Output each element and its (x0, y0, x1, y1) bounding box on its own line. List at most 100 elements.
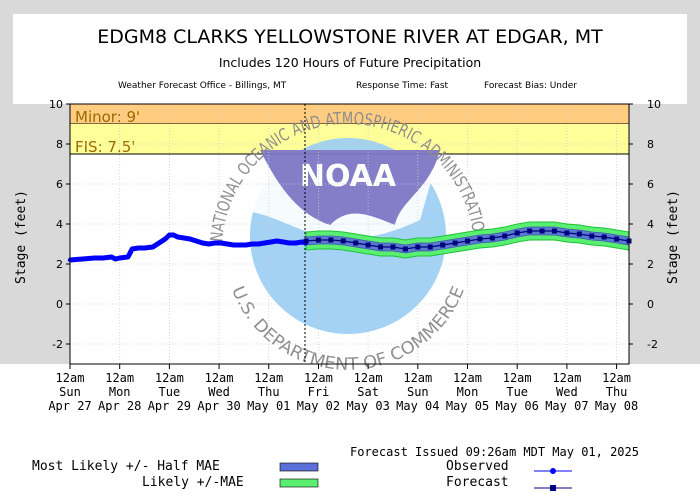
header-panel (13, 14, 687, 104)
x-tick-label: Thu (606, 385, 628, 399)
observed-point (212, 240, 218, 246)
x-tick-label: 12am (105, 371, 134, 385)
observed-point (287, 240, 292, 246)
x-tick-label: Fri (308, 385, 330, 399)
forecast-issued: Forecast Issued 09:26am MDT May 01, 2025 (350, 445, 639, 459)
y-tick-label-left: 2 (56, 258, 63, 271)
observed-point (117, 255, 122, 261)
chart-subtitle: Includes 120 Hours of Future Precipitati… (218, 55, 482, 70)
y-axis-label-right: Stage (feet) (666, 190, 681, 284)
observed-point (100, 255, 106, 261)
x-tick-label: 12am (304, 371, 333, 385)
forecast-point (477, 236, 483, 242)
observed-point (163, 236, 168, 242)
forecast-point (514, 230, 520, 236)
forecast-point (328, 237, 334, 243)
forecast-point (415, 244, 421, 250)
observed-point (181, 235, 187, 241)
y-tick-label-right: 8 (647, 138, 654, 151)
forecast-point (315, 237, 321, 243)
observed-point (237, 242, 242, 248)
x-tick-label: May 06 (496, 399, 539, 413)
x-tick-label: May 08 (595, 399, 638, 413)
x-tick-label: Apr 27 (48, 399, 91, 413)
observed-point (80, 256, 85, 262)
forecast-point (614, 236, 620, 242)
x-tick-label: Wed (556, 385, 578, 399)
forecast-point (527, 228, 533, 234)
x-tick-label: 12am (453, 371, 482, 385)
observed-point (249, 241, 255, 247)
x-tick-label: 12am (552, 371, 581, 385)
y-tick-label-left: 4 (56, 218, 63, 231)
legend-label-likely: Likely +/-MAE (142, 475, 244, 490)
x-tick-label: 12am (254, 371, 283, 385)
forecast-point (564, 230, 570, 236)
x-tick-label: 12am (602, 371, 631, 385)
legend-label-forecast: Forecast (446, 475, 509, 490)
forecast-point (465, 238, 471, 244)
legend-swatch-most-likely (279, 462, 319, 472)
x-tick-label: 12am (56, 371, 85, 385)
x-tick-label: May 03 (346, 399, 389, 413)
observed-point (194, 238, 199, 244)
legend-swatch-likely (279, 478, 319, 488)
y-tick-label-right: 2 (647, 258, 654, 271)
forecast-point (551, 228, 557, 234)
footer-panel (0, 364, 700, 500)
y-tick-label-right: 4 (647, 218, 654, 231)
x-tick-label: Sat (357, 385, 379, 399)
x-tick-label: 12am (354, 371, 383, 385)
x-tick-label: Mon (109, 385, 131, 399)
observed-point (167, 232, 172, 238)
forecast-point (502, 233, 508, 239)
y-tick-label-right: 0 (647, 298, 654, 311)
observed-point (268, 239, 274, 245)
plot-border (69, 103, 630, 365)
x-tick-label: Sun (59, 385, 81, 399)
forecast-point (390, 244, 396, 250)
x-tick-label: Apr 30 (197, 399, 240, 413)
x-tick-label: May 02 (297, 399, 340, 413)
x-tick-label: Tue (506, 385, 528, 399)
forecast-point (440, 242, 446, 248)
observed-point (125, 254, 131, 260)
noaa-logo-text: NOAA (300, 159, 397, 194)
observed-point (243, 242, 249, 248)
y-tick-label-left: -2 (52, 338, 63, 351)
observed-point (200, 240, 205, 246)
y-tick-label-left: 6 (56, 178, 63, 191)
x-tick-label: 12am (205, 371, 234, 385)
observed-point (109, 254, 114, 260)
legend-label-observed: Observed (446, 459, 509, 474)
x-tick-label: May 04 (396, 399, 439, 413)
forecast-office: Weather Forecast Office - Billings, MT (118, 81, 287, 91)
x-tick-label: Wed (208, 385, 230, 399)
observed-point (142, 245, 147, 251)
observed-point (129, 246, 135, 252)
observed-point (171, 232, 176, 238)
y-tick-label-right: 10 (647, 98, 661, 111)
observed-point (156, 240, 162, 246)
observed-point (175, 234, 180, 240)
threshold-label: Minor: 9' (75, 108, 140, 126)
forecast-point (378, 244, 384, 250)
forecast-point (539, 228, 545, 234)
forecast-point (365, 242, 371, 248)
observed-point (274, 238, 280, 244)
observed-point (92, 255, 98, 261)
x-tick-label: Thu (258, 385, 280, 399)
observed-point (206, 241, 211, 247)
observed-point (231, 242, 236, 248)
observed-point (299, 239, 305, 245)
threshold-band (70, 104, 629, 124)
forecast-point (452, 240, 458, 246)
forecast-point (601, 234, 607, 240)
x-tick-label: Tue (159, 385, 181, 399)
forecast-bias: Forecast Bias: Under (484, 81, 577, 91)
y-tick-label-left: 8 (56, 138, 63, 151)
observed-point (218, 240, 224, 246)
forecast-point (427, 244, 433, 250)
observed-point (187, 236, 193, 242)
threshold-label: FIS: 7.5' (75, 138, 135, 156)
